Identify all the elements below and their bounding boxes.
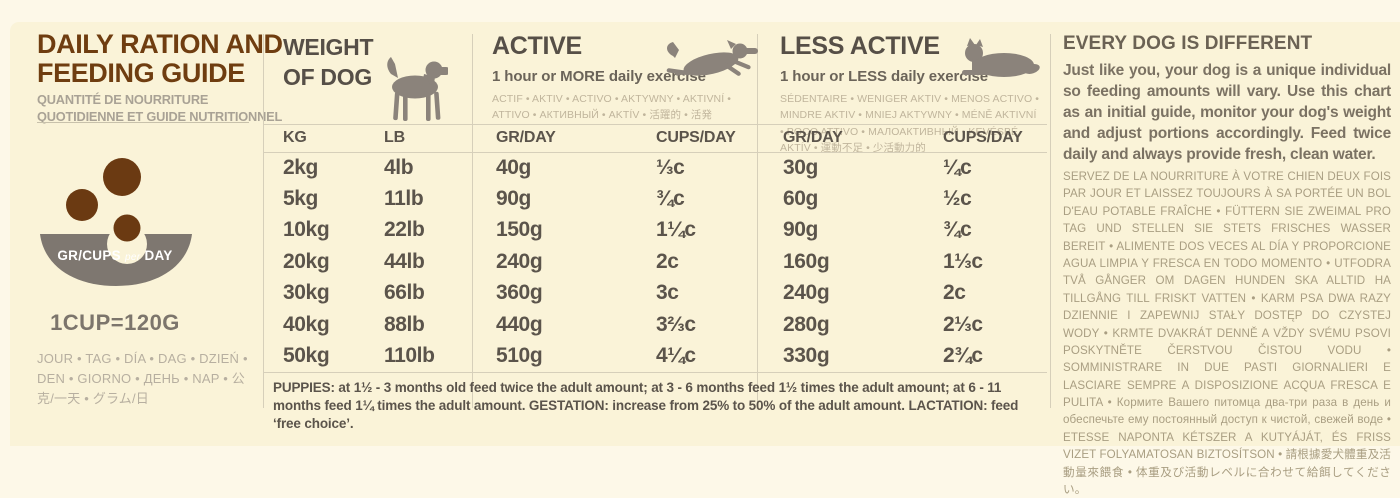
table-cell: 1⅓c [943,249,983,273]
table-cell: 2¾c [943,344,983,368]
bowl-label-grcups: GR/CUPS [57,248,121,263]
table-cell: 3c [656,281,679,305]
page-title: DAILY RATION AND FEEDING GUIDE [37,29,283,89]
table-cell: 40g [496,155,531,179]
table-cell: 44lb [384,249,425,273]
page-subtitle-french: QUANTITÉ DE NOURRITURE QUOTIDIENNE ET GU… [37,92,283,124]
divider-1 [263,34,264,408]
table-cell: 90g [783,218,818,242]
table-cell: ¼c [943,155,972,179]
divider-4 [1050,34,1051,408]
table-cell: 280g [783,312,830,336]
active-translations: ACTIF • AKTIV • ACTIVO • AKTYWNY • AKTIV… [492,93,732,122]
table-cell: 1¼c [656,218,696,242]
table-cell: 66lb [384,281,425,305]
table-row: 40kg 88lb 440g 3⅔c 280g 2⅓c [263,309,1047,340]
less-active-subtitle: 1 hour or LESS daily exercise [780,68,989,85]
bowl-label-day: DAY [144,248,173,263]
table-cell: 2c [943,281,966,305]
table-cell: 160g [783,249,830,273]
table-row: 5kg 11lb 90g ¾c 60g ½c [263,183,1047,214]
column-header: LB [384,129,405,146]
table-cell: ¾c [656,187,685,211]
less-active-translations: SÉDENTAIRE • WENIGER AKTIV • MENOS ACTIV… [780,93,1040,154]
every-dog-intro: Just like you, your dog is a unique indi… [1063,62,1391,164]
cup-equivalence: 1CUP=120G [50,310,180,335]
feeding-guide-card: DAILY RATION AND FEEDING GUIDE QUANTITÉ … [10,22,1400,496]
column-header: KG [283,129,307,146]
table-cell: 11lb [384,187,424,211]
table-header-line [263,152,1047,153]
table-row: 50kg 110lb 510g 4¼c 330g 2¾c [263,340,1047,371]
table-cell: 330g [783,344,830,368]
table-cell: 30kg [283,281,330,305]
table-cell: 510g [496,344,543,368]
day-translations: JOUR • TAG • DÍA • DAG • DZIEŃ • DEN • G… [37,351,248,407]
table-cell: 4lb [384,155,414,179]
table-cell: 50kg [283,344,330,368]
table-cell: 88lb [384,312,425,336]
table-cell: 110lb [384,344,435,368]
table-cell: 20kg [283,249,330,273]
resting-dog-icon [958,38,1040,80]
standing-dog-icon [382,54,448,124]
table-cell: 2kg [283,155,318,179]
divider-2 [472,34,473,408]
table-cell: ¾c [943,218,972,242]
column-header: CUPS/DAY [943,129,1023,146]
jumping-dog-icon [663,40,759,94]
table-bottom-line [263,372,1047,373]
feeding-notes: PUPPIES: at 1½ - 3 months old feed twice… [273,380,1019,431]
title-divider [37,122,249,123]
table-row: 2kg 4lb 40g ⅓c 30g ¼c [263,152,1047,183]
table-cell: 10kg [283,218,330,242]
active-subtitle: 1 hour or MORE daily exercise [492,68,706,85]
table-cell: 40kg [283,312,330,336]
feeding-table-body: 2kg 4lb 40g ⅓c 30g ¼c 5kg 11lb 90g ¾c 60g ½c 10kg 22l… [263,152,1047,372]
table-cell: 4¼c [656,344,696,368]
table-cell: 2⅓c [943,312,983,336]
table-row: 10kg 22lb 150g 1¼c 90g ¾c [263,215,1047,246]
table-cell: 360g [496,281,543,305]
weight-of-dog-heading: WEIGHT OF DOG [283,34,374,90]
table-cell: 60g [783,187,818,211]
table-cell: 440g [496,312,543,336]
table-cell: 22lb [384,218,425,242]
table-top-line [263,124,1047,125]
table-cell: 150g [496,218,543,242]
every-dog-translations: SERVEZ DE LA NOURRITURE À VOTRE CHIEN DE… [1063,170,1391,497]
divider-3 [757,34,758,408]
table-row: 20kg 44lb 240g 2c 160g 1⅓c [263,246,1047,277]
table-cell: 3⅔c [656,312,696,336]
card-background [10,22,1400,446]
kibble-bowl-icon [30,156,200,306]
column-header: GR/DAY [783,129,843,146]
table-cell: 2c [656,249,679,273]
table-cell: 240g [783,281,830,305]
table-cell: ½c [943,187,972,211]
less-active-heading: LESS ACTIVE [780,32,940,60]
active-heading: ACTIVE [492,32,582,60]
table-cell: 30g [783,155,818,179]
table-cell: 5kg [283,187,318,211]
feeding-table-header: KG LB GR/DAY CUPS/DAY GR/DAY CUPS/DAY [263,124,1047,152]
every-dog-heading: EVERY DOG IS DIFFERENT [1063,33,1313,54]
column-header: CUPS/DAY [656,129,736,146]
bowl-label: GR/CUPS per DAY [30,248,200,263]
table-cell: ⅓c [656,155,685,179]
table-cell: 90g [496,187,531,211]
table-row: 30kg 66lb 360g 3c 240g 2c [263,278,1047,309]
table-cell: 240g [496,249,543,273]
bowl-label-per: per [125,252,141,263]
column-header: GR/DAY [496,129,556,146]
